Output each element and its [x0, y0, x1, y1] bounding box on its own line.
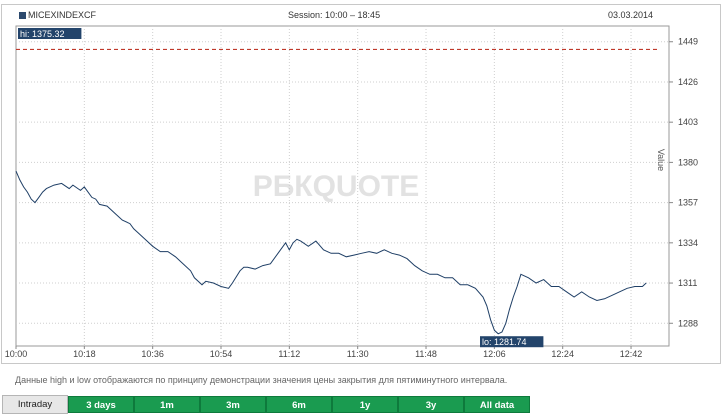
price-line	[15, 170, 647, 335]
tab-3y[interactable]: 3y	[398, 396, 464, 413]
chart-frame	[1, 4, 721, 364]
ticker-label: MICEXINDEXCF	[28, 10, 97, 20]
x-tick-label: 10:00	[5, 349, 28, 359]
y-tick-label: 1357	[678, 198, 698, 208]
tab-6m[interactable]: 6m	[266, 396, 332, 413]
tab-all-data[interactable]: All data	[464, 396, 530, 413]
x-tick-label: 10:18	[73, 349, 96, 359]
x-tick-label: 12:42	[620, 349, 643, 359]
y-tick-label: 1449	[678, 37, 698, 47]
x-tick-label: 12:24	[551, 349, 574, 359]
lo-label: lo: 1281.74	[482, 337, 527, 347]
x-tick-label: 12:06	[483, 349, 506, 359]
x-tick-label: 11:30	[347, 349, 369, 359]
session-label: Session: 10:00 – 18:45	[288, 10, 381, 20]
watermark: РБКQUOTE	[253, 170, 420, 203]
tab-intraday[interactable]: Intraday	[2, 395, 68, 414]
tab-1m[interactable]: 1m	[134, 396, 200, 413]
hi-label-box	[18, 28, 82, 39]
y-tick-label: 1426	[678, 77, 698, 87]
price-chart: РБКQUOTE 1449 1426 1403 1380 1357 1334 1311 1288…	[5, 25, 698, 359]
x-tick-label: 11:48	[415, 349, 437, 359]
y-tick-label: 1288	[678, 318, 698, 328]
x-tick-label: 10:36	[141, 349, 164, 359]
y-tick-label: 1334	[678, 238, 698, 248]
disclaimer-note: Данные high и low отображаются по принци…	[15, 375, 508, 385]
x-tick-label: 11:12	[278, 349, 300, 359]
tab-3m[interactable]: 3m	[200, 396, 266, 413]
tab-3-days[interactable]: 3 days	[68, 396, 134, 413]
date-label: 03.03.2014	[608, 10, 654, 20]
hi-label: hi: 1375.32	[20, 29, 65, 39]
y-tick-label: 1403	[678, 117, 698, 127]
y-tick-label: 1380	[678, 157, 698, 167]
plot-area	[15, 25, 670, 347]
y-axis-label: Value	[656, 149, 666, 171]
lo-label-box	[480, 336, 544, 348]
series-legend-swatch	[19, 12, 26, 19]
x-tick-label: 10:54	[210, 349, 233, 359]
y-tick-label: 1311	[678, 278, 697, 288]
tab-1y[interactable]: 1y	[332, 396, 398, 413]
